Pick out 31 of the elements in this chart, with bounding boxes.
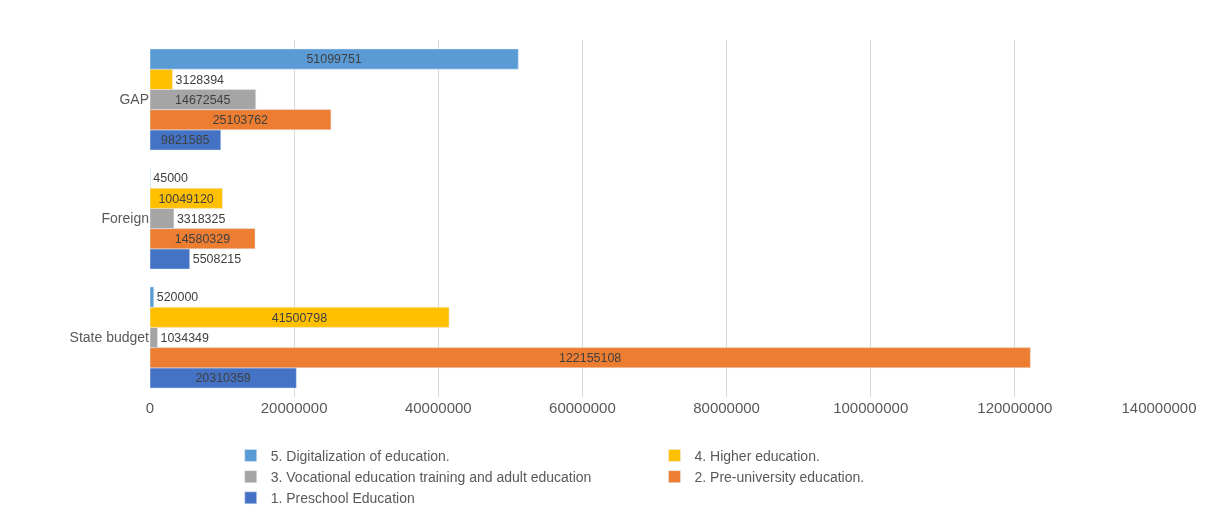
legend-label: 1. Preschool Education: [270, 490, 415, 507]
legend-label: 4. Higher education.: [694, 447, 820, 464]
legend-label: 3. Vocational education training and adult education: [270, 469, 592, 486]
data-label: 20310359: [195, 371, 251, 386]
y-tick-label: Foreign: [101, 210, 149, 227]
data-label: 520000: [156, 290, 199, 305]
data-label: 122155108: [558, 351, 622, 366]
data-label: 51099751: [306, 52, 362, 67]
x-tick-label: 40000000: [404, 399, 472, 416]
data-label: 10049120: [158, 191, 214, 206]
data-label: 3318325: [176, 211, 226, 226]
x-tick-label: 120000000: [977, 399, 1053, 416]
data-label: 9821585: [161, 133, 210, 148]
x-tick-label: 100000000: [833, 399, 909, 416]
x-tick-label: 20000000: [260, 399, 328, 416]
data-label: 25103762: [212, 113, 269, 128]
y-tick-label: GAP: [119, 91, 149, 108]
data-label: 41500798: [271, 310, 328, 325]
data-label: 3128394: [175, 72, 225, 87]
x-tick-label: 80000000: [693, 399, 760, 416]
data-label: 14580329: [174, 232, 231, 247]
data-label: 1034349: [160, 330, 209, 345]
x-tick-label: 0: [145, 399, 155, 416]
x-tick-label: 60000000: [549, 399, 616, 416]
data-label: 5508215: [192, 252, 242, 267]
data-label: 45000: [153, 171, 188, 186]
y-tick-label: State budget: [69, 329, 150, 346]
x-tick-label: 140000000: [1121, 399, 1197, 416]
data-label: 14672545: [175, 92, 231, 107]
legend-label: 2. Pre-university education.: [694, 469, 865, 486]
legend-label: 5. Digitalization of education.: [270, 447, 450, 464]
